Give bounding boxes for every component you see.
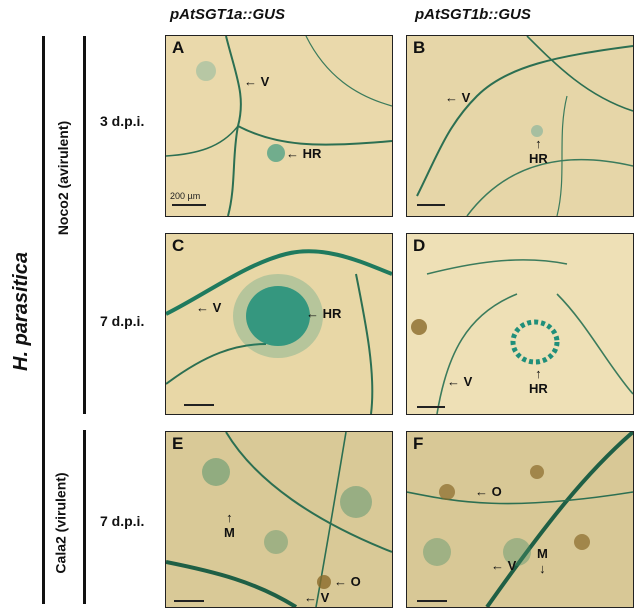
panel-f-image [407,432,633,607]
panel-b-label-hr: ↑ HR [529,136,548,166]
side-label: H. parasitica [9,252,32,371]
panel-a-scale-text: 200 µm [170,191,201,201]
panel-e-label-o: ← O [334,574,361,589]
panel-b-letter: B [413,38,426,57]
panel-e-label-m: ↑ M [224,510,235,540]
column-title-sgt1a: pAtSGT1a::GUS [170,6,286,23]
group-bracket-noco2 [83,36,86,414]
panel-a-letter: A [172,38,185,57]
panel-e: E ↑ M ← O ← V [165,431,393,608]
panel-f-letter: F [413,434,424,453]
group-label-cala2: Cala2 (virulent) [52,472,69,574]
panel-c-scale-bar [184,404,214,406]
panel-e-image [166,432,392,607]
panel-f-scale-bar [417,600,447,602]
row-label-7dpi-virulent: 7 d.p.i. [100,513,145,529]
panel-a: A ← V ← HR 200 µm [165,35,393,217]
panel-d-scale-bar [417,406,445,408]
panel-c: C ← V ← HR [165,233,393,415]
panel-f-label-m: M ↓ [537,546,548,576]
panel-b-image [416,36,633,216]
row-label-7dpi: 7 d.p.i. [100,313,145,329]
panel-f-label-o: ← O [475,484,502,499]
panel-a-scale-bar [172,204,206,206]
panel-a-label-hr: ← HR [286,146,322,161]
panel-d-label-hr: ↑ HR [529,366,548,396]
panel-e-letter: E [172,434,184,453]
panel-c-image [166,249,392,414]
panel-a-label-v: ← V [244,74,270,89]
panel-c-letter: C [172,236,185,255]
panel-c-label-v: ← V [196,300,222,315]
panel-d-image [411,259,633,414]
column-title-sgt1b: pAtSGT1b::GUS [415,6,531,23]
panel-b: B ← V ↑ HR [406,35,634,217]
panel-d-label-v: ← V [447,374,473,389]
panel-b-label-v: ← V [445,90,471,105]
panel-e-scale-bar [174,600,204,602]
panel-f-label-v: ← V [491,558,517,573]
panel-a-image [166,36,392,216]
panel-b-scale-bar [417,204,445,206]
panel-f: F ← O ← V M ↓ [406,431,634,608]
group-bracket-cala2 [83,430,86,604]
panel-d: D ← V ↑ HR [406,233,634,415]
group-label-noco2: Noco2 (avirulent) [55,120,72,236]
panel-c-label-hr: ← HR [306,306,342,321]
side-bracket [42,36,45,604]
panel-e-label-v: ← V [304,590,330,605]
panel-d-letter: D [413,236,426,255]
row-label-3dpi: 3 d.p.i. [100,113,145,129]
